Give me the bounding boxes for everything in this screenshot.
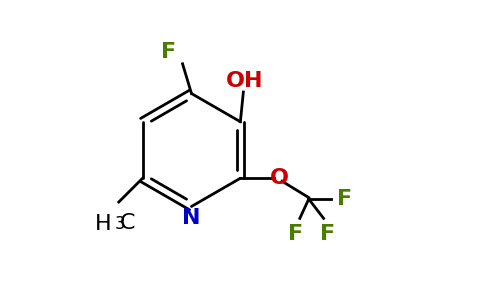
Text: F: F [320, 224, 335, 244]
Text: H: H [95, 214, 111, 234]
Text: N: N [182, 208, 201, 228]
Text: C: C [120, 213, 135, 233]
Text: O: O [270, 168, 288, 188]
Text: F: F [337, 189, 352, 209]
Text: F: F [288, 224, 303, 244]
Text: OH: OH [226, 70, 264, 91]
Text: F: F [162, 42, 177, 62]
Text: 3: 3 [114, 215, 125, 233]
